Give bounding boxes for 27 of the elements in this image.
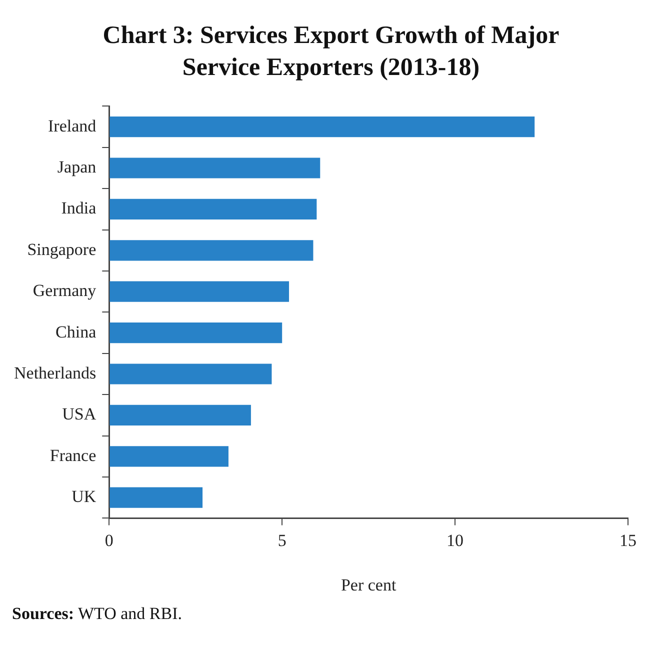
bar: [110, 404, 251, 426]
y-tick-label: USA: [62, 404, 97, 424]
bar: [110, 281, 290, 302]
bar: [110, 322, 282, 344]
y-tick-label: UK: [72, 487, 97, 506]
bar: [110, 446, 228, 467]
y-tick-label: Singapore: [27, 240, 96, 259]
bar: [110, 364, 272, 384]
y-tick-label: India: [61, 198, 97, 218]
y-tick-label: Ireland: [48, 116, 97, 136]
x-axis-title: Per cent: [340, 575, 396, 594]
x-tick-label: 10: [446, 530, 464, 550]
bar: [110, 158, 320, 178]
x-tick-label: 15: [620, 530, 636, 550]
y-tick-label: France: [50, 446, 96, 465]
bar: [110, 487, 203, 508]
bar: [110, 116, 535, 138]
x-tick-label: 5: [278, 530, 286, 550]
chart-title: Chart 3: Services Export Growth of Major Service Exporters (2013-18): [102, 21, 560, 83]
source-note: Sources: WTO and RBI.: [12, 604, 183, 624]
y-tick-label: Germany: [32, 281, 97, 300]
bar: [110, 240, 314, 261]
x-tick-label: 0: [104, 530, 114, 550]
y-tick-label: Netherlands: [14, 363, 96, 382]
y-tick-label: Japan: [57, 157, 97, 176]
y-tick-label: China: [56, 322, 97, 342]
bar: [110, 198, 317, 220]
